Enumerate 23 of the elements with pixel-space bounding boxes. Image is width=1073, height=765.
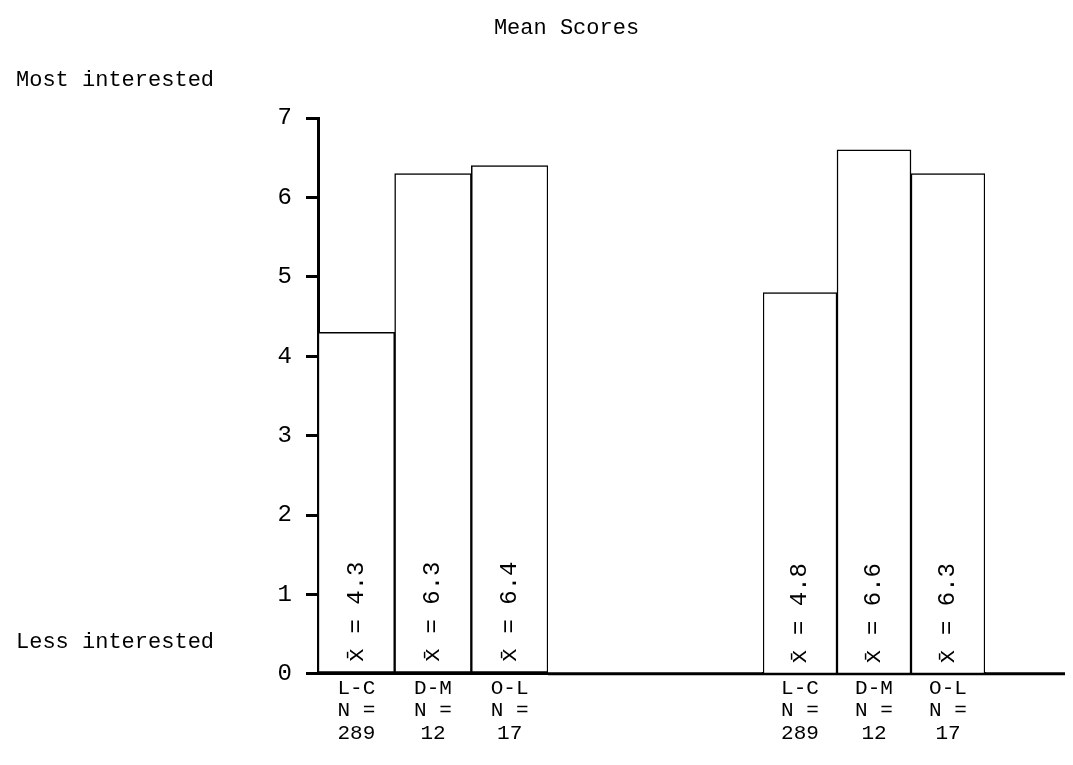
y-tick-label: 2 [277, 501, 292, 529]
data-label: x̄ = 6.4 [496, 561, 524, 663]
text: Most interested [16, 67, 215, 93]
data-label: x̄ = 6.3 [934, 563, 962, 664]
x-tick-label: O-L N = 17 [929, 677, 967, 745]
chart-title: Mean Scores [493, 15, 640, 41]
data-label: x̄ = 4.3 [342, 561, 370, 663]
x-tick-label: L-C N = 289 [781, 677, 819, 745]
y-tick-label: 1 [277, 580, 292, 608]
y-tick-label: 6 [277, 183, 292, 211]
x-tick-label: O-L N = 17 [490, 677, 529, 745]
y-tick-label: 4 [277, 342, 292, 370]
data-label: x̄ = 6.6 [860, 563, 888, 664]
x-tick-label: D-M N = 12 [414, 677, 452, 745]
y-tick-label: 5 [277, 263, 292, 291]
data-label: x̄ = 6.3 [419, 561, 447, 663]
y-tick-label: 0 [277, 660, 292, 688]
y-tick-label: 3 [277, 421, 292, 449]
x-tick-label: D-M N = 12 [855, 677, 893, 745]
x-tick-label: L-C N = 289 [337, 677, 376, 745]
data-label: x̄ = 4.8 [786, 563, 814, 664]
text: Less interested [16, 629, 215, 655]
y-tick-label: 7 [277, 104, 292, 132]
